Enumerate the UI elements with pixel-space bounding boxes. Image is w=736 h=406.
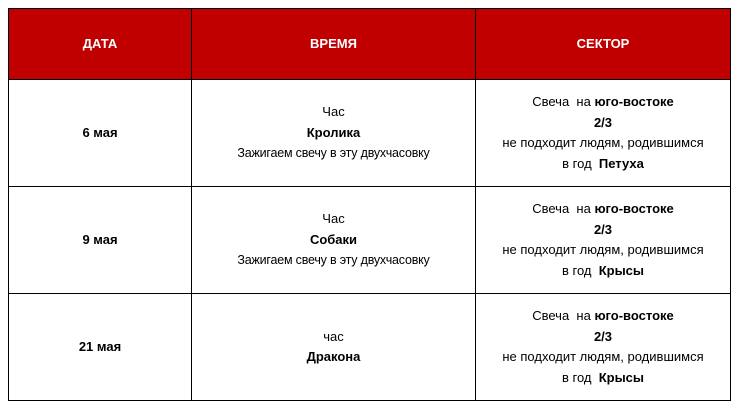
hour-note: Зажигаем свечу в эту двухчасовку [237, 146, 430, 161]
table-row: 6 мая Час Кролика Зажигаем свечу в эту д… [8, 79, 731, 187]
hour-animal: Собаки [309, 231, 358, 247]
sector-warning: не подходит людям, родившимся [502, 242, 704, 257]
date-cell: 9 мая [8, 186, 192, 294]
sector-direction: юго-востоке [594, 201, 674, 216]
sector-warning: не подходит людям, родившимся [502, 349, 704, 364]
sector-warning: не подходит людям, родившимся [502, 135, 704, 150]
year-prefix: в год [562, 155, 599, 171]
sector-fraction: 2/3 [593, 114, 613, 130]
header-row: ДАТА ВРЕМЯ СЕКТОР [8, 8, 731, 80]
sector-direction: юго-востоке [594, 308, 674, 323]
year-prefix: в год [561, 262, 599, 278]
sector-cell: Свеча на юго-востоке 2/3 не подходит люд… [475, 186, 731, 294]
header-time: ВРЕМЯ [191, 8, 476, 80]
date-cell: 6 мая [8, 79, 192, 187]
hour-animal: Дракона [306, 349, 361, 364]
sector-prefix: Свеча на [532, 308, 595, 323]
schedule-table: ДАТА ВРЕМЯ СЕКТОР 6 мая Час Кролика Зажи… [8, 8, 731, 401]
year-animal: Крысы [598, 369, 645, 385]
year-prefix: в год [561, 369, 599, 385]
hour-prefix: Час [322, 104, 345, 120]
sector-prefix: Свеча на [532, 94, 595, 109]
time-cell: Час Собаки Зажигаем свечу в эту двухчасо… [191, 186, 476, 294]
sector-fraction: 2/3 [593, 328, 613, 344]
sector-prefix: Свеча на [532, 201, 595, 216]
hour-prefix: час [323, 328, 344, 344]
header-date: ДАТА [8, 8, 192, 80]
hour-animal: Кролика [306, 124, 361, 140]
sector-direction: юго-востоке [594, 94, 674, 109]
sector-fraction: 2/3 [593, 221, 613, 237]
header-sector: СЕКТОР [475, 8, 731, 80]
year-animal: Петуха [598, 155, 644, 171]
table-row: 21 мая час Дракона Свеча на юго-востоке … [8, 293, 731, 401]
date-cell: 21 мая [8, 293, 192, 401]
hour-note: Зажигаем свечу в эту двухчасовку [237, 253, 430, 268]
time-cell: Час Кролика Зажигаем свечу в эту двухчас… [191, 79, 476, 187]
table-row: 9 мая Час Собаки Зажигаем свечу в эту дв… [8, 186, 731, 294]
sector-cell: Свеча на юго-востоке 2/3 не подходит люд… [475, 79, 731, 187]
sector-cell: Свеча на юго-востоке 2/3 не подходит люд… [475, 293, 731, 401]
time-cell: час Дракона [191, 293, 476, 401]
hour-prefix: Час [322, 211, 345, 227]
year-animal: Крысы [598, 262, 645, 278]
